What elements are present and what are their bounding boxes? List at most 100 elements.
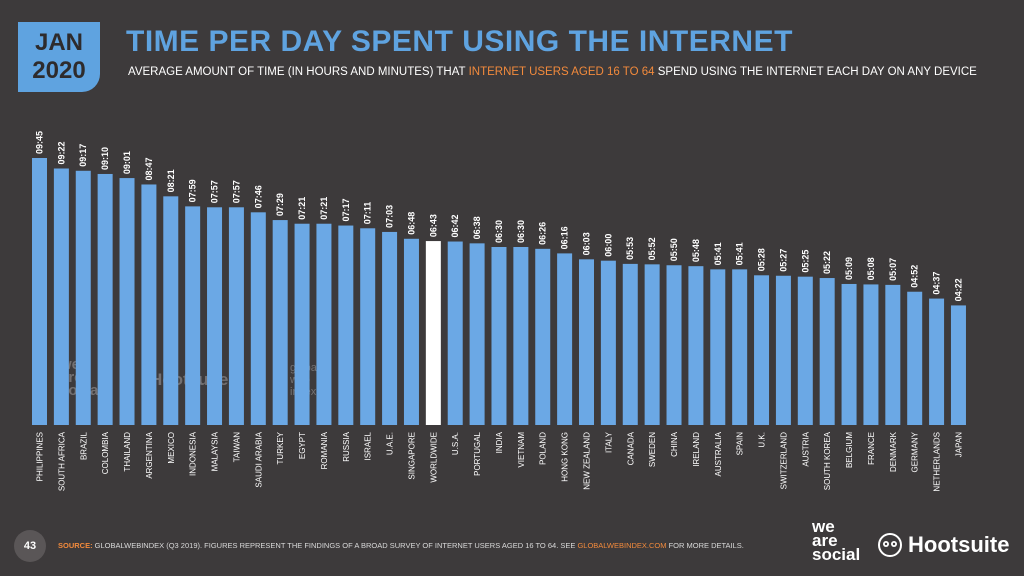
data-label: 08:47 — [144, 157, 154, 180]
data-label: 05:07 — [888, 258, 898, 281]
data-label: 04:52 — [910, 265, 920, 288]
bar — [885, 284, 901, 425]
category-label: SINGAPORE — [407, 432, 416, 480]
wearesocial-line: we — [812, 517, 835, 536]
category-label: GERMANY — [911, 431, 920, 472]
category-label: NETHERLANDS — [933, 432, 942, 492]
category-label: RUSSIA — [342, 431, 351, 461]
data-label: 09:17 — [78, 144, 88, 167]
subtitle-text: AVERAGE AMOUNT OF TIME (IN HOURS AND MIN… — [128, 66, 469, 78]
page-number: 43 — [14, 530, 46, 562]
data-label: 04:37 — [932, 272, 942, 295]
data-label: 06:38 — [472, 216, 482, 239]
category-label: PHILIPPINES — [36, 432, 45, 481]
bar — [294, 223, 310, 425]
data-label: 07:03 — [385, 205, 395, 228]
wearesocial-line: social — [812, 545, 861, 564]
data-label: 06:26 — [538, 222, 548, 245]
data-label: 09:01 — [122, 151, 132, 174]
wearesocial-logo: we are social — [812, 517, 861, 564]
data-label: 05:41 — [735, 242, 745, 265]
category-label: U.K. — [758, 432, 767, 448]
bar — [32, 158, 47, 425]
bar — [53, 168, 69, 425]
data-label: 09:45 — [35, 131, 45, 154]
data-label: 05:52 — [647, 237, 657, 260]
category-label: ISRAEL — [364, 431, 373, 460]
bar — [754, 275, 770, 425]
data-label: 09:22 — [56, 141, 66, 164]
bar — [688, 266, 704, 425]
data-label: 05:28 — [757, 248, 767, 271]
category-label: TURKEY — [276, 431, 285, 464]
data-label: 07:46 — [253, 185, 263, 208]
hootsuite-logo: Hootsuite — [878, 532, 1009, 558]
bar — [841, 283, 857, 425]
page-subtitle: AVERAGE AMOUNT OF TIME (IN HOURS AND MIN… — [128, 66, 977, 78]
bar — [207, 207, 223, 425]
source-text-end: FOR MORE DETAILS. — [666, 541, 744, 550]
bar — [819, 278, 835, 425]
data-label: 07:17 — [341, 199, 351, 222]
bar — [425, 241, 441, 425]
wearesocial-line: are — [812, 531, 838, 550]
data-label: 08:21 — [166, 169, 176, 192]
page-title: TIME PER DAY SPENT USING THE INTERNET — [126, 25, 793, 58]
category-label: MEXICO — [167, 432, 176, 464]
data-label: 06:30 — [516, 220, 526, 243]
bar — [710, 269, 726, 425]
data-label: 06:30 — [494, 220, 504, 243]
source-link[interactable]: GLOBALWEBINDEX.COM — [577, 541, 667, 550]
badge-month: JAN — [34, 29, 83, 56]
bar — [622, 263, 638, 425]
bar — [666, 265, 682, 425]
category-label: TAIWAN — [232, 432, 241, 462]
category-label: EGYPT — [298, 432, 307, 459]
data-label: 05:27 — [778, 249, 788, 272]
category-label: VIETNAM — [517, 432, 526, 468]
bar — [316, 223, 332, 425]
category-label: SAUDI ARABIA — [254, 431, 263, 487]
subtitle-text-end: SPEND USING THE INTERNET EACH DAY ON ANY… — [654, 66, 977, 78]
category-label: SWITZERLAND — [779, 432, 788, 490]
category-label: POLAND — [539, 432, 548, 465]
bar — [491, 247, 507, 425]
category-label: U.A.E. — [386, 432, 395, 455]
owl-icon — [878, 533, 902, 557]
category-label: CANADA — [626, 431, 635, 465]
data-label: 07:57 — [210, 180, 220, 203]
badge-year: 2020 — [32, 57, 86, 84]
bar — [360, 228, 376, 425]
data-label: 06:43 — [428, 214, 438, 237]
category-label: ARGENTINA — [145, 431, 154, 478]
category-label: SOUTH AFRICA — [57, 431, 66, 491]
bar — [600, 260, 616, 425]
hootsuite-wordmark: Hootsuite — [908, 532, 1010, 557]
category-label: INDONESIA — [189, 431, 198, 476]
date-badge: JAN 2020 — [18, 22, 100, 92]
data-label: 05:25 — [800, 250, 810, 273]
data-label: 06:42 — [450, 214, 460, 237]
data-label: 09:10 — [100, 147, 110, 170]
source-label: SOURCE: — [58, 541, 93, 550]
bar — [185, 206, 201, 425]
bar — [75, 170, 91, 425]
bar — [775, 275, 791, 425]
category-label: NEW ZEALAND — [583, 432, 592, 490]
bar — [447, 241, 463, 425]
data-label: 04:22 — [953, 278, 963, 301]
bar — [403, 238, 419, 425]
category-label: AUSTRALIA — [714, 431, 723, 476]
data-label: 05:50 — [669, 238, 679, 261]
data-label: 05:09 — [844, 257, 854, 280]
source-note: SOURCE: GLOBALWEBINDEX (Q3 2019). FIGURE… — [58, 541, 744, 550]
data-label: 05:41 — [713, 242, 723, 265]
bar — [250, 212, 266, 425]
data-label: 06:03 — [582, 232, 592, 255]
data-label: 06:16 — [560, 226, 570, 249]
data-label: 05:53 — [625, 237, 635, 260]
bar — [732, 269, 748, 425]
bar — [950, 305, 966, 425]
data-label: 07:21 — [319, 197, 329, 220]
category-label: ROMANIA — [320, 431, 329, 469]
